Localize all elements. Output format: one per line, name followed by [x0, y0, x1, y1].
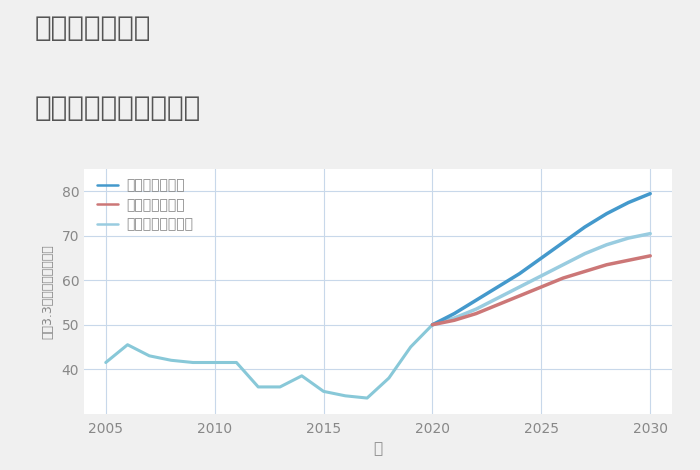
ノーマルシナリオ — [581, 251, 589, 257]
ノーマルシナリオ — [472, 306, 480, 312]
グッドシナリオ — [581, 224, 589, 230]
グッドシナリオ — [450, 311, 459, 316]
ノーマルシナリオ — [603, 242, 611, 248]
ノーマルシナリオ — [450, 315, 459, 321]
Line: グッドシナリオ: グッドシナリオ — [433, 194, 650, 325]
バッドシナリオ — [515, 293, 524, 298]
バッドシナリオ — [559, 275, 567, 281]
バッドシナリオ — [537, 284, 545, 290]
バッドシナリオ — [428, 322, 437, 328]
X-axis label: 年: 年 — [373, 441, 383, 456]
グッドシナリオ — [515, 271, 524, 276]
Line: ノーマルシナリオ: ノーマルシナリオ — [433, 234, 650, 325]
グッドシナリオ — [428, 322, 437, 328]
バッドシナリオ — [581, 268, 589, 274]
バッドシナリオ — [646, 253, 654, 258]
バッドシナリオ — [450, 317, 459, 323]
グッドシナリオ — [494, 284, 502, 290]
グッドシナリオ — [559, 240, 567, 245]
バッドシナリオ — [624, 258, 633, 263]
グッドシナリオ — [472, 298, 480, 303]
Text: 中古戸建ての価格推移: 中古戸建ての価格推移 — [35, 94, 202, 122]
ノーマルシナリオ — [559, 262, 567, 267]
ノーマルシナリオ — [646, 231, 654, 236]
Legend: グッドシナリオ, バッドシナリオ, ノーマルシナリオ: グッドシナリオ, バッドシナリオ, ノーマルシナリオ — [97, 179, 193, 232]
グッドシナリオ — [537, 255, 545, 261]
ノーマルシナリオ — [624, 235, 633, 241]
ノーマルシナリオ — [515, 284, 524, 290]
Line: バッドシナリオ: バッドシナリオ — [433, 256, 650, 325]
ノーマルシナリオ — [494, 295, 502, 301]
グッドシナリオ — [624, 200, 633, 205]
バッドシナリオ — [603, 262, 611, 267]
Y-axis label: 坪（3.3㎡）単価（万円）: 坪（3.3㎡）単価（万円） — [41, 244, 55, 339]
グッドシナリオ — [646, 191, 654, 196]
ノーマルシナリオ — [428, 322, 437, 328]
Text: 兵庫県西脇市の: 兵庫県西脇市の — [35, 14, 151, 42]
グッドシナリオ — [603, 211, 611, 217]
ノーマルシナリオ — [537, 273, 545, 279]
バッドシナリオ — [472, 311, 480, 316]
バッドシナリオ — [494, 302, 502, 307]
